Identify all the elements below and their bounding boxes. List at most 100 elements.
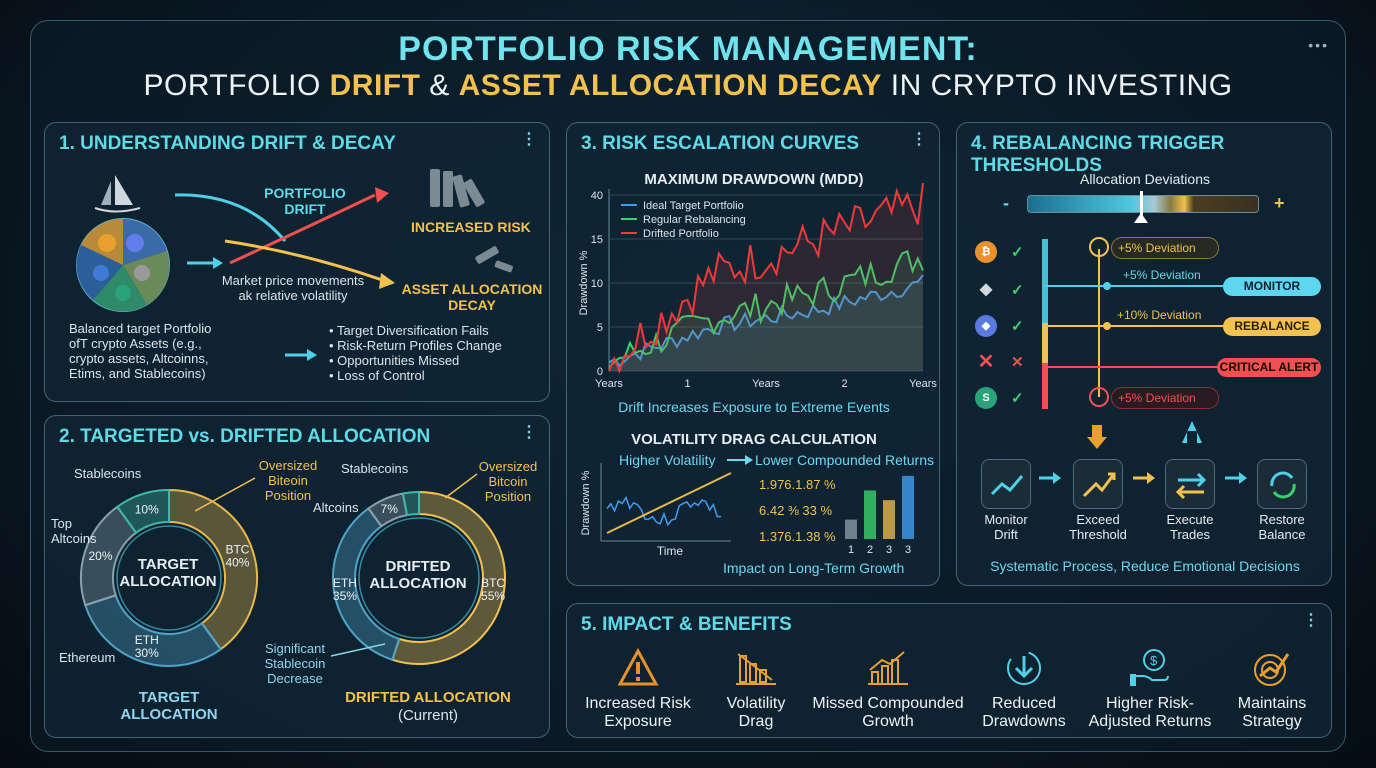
altcoins-label: Altcoins — [313, 500, 359, 515]
donut-slice — [115, 488, 170, 535]
donut-slice — [168, 488, 258, 651]
mdd-chart: 0 5 10 15 40 Years 1 Years 2 Years Drawdown % Ideal… — [578, 182, 937, 390]
bar-label: 2 — [867, 544, 873, 556]
deviation-label: +5% Deviation — [1123, 268, 1201, 282]
donut-slice — [401, 490, 420, 517]
falling-bars-icon — [475, 246, 513, 273]
cross-icon: ✕ — [1011, 354, 1024, 371]
list-item: • Risk-Return Profiles Change — [329, 338, 502, 353]
x-tick-label: 1 — [684, 378, 690, 390]
more-options-icon[interactable]: ••• — [1308, 37, 1329, 53]
sailboat-icon — [94, 175, 141, 213]
deviation-slider[interactable] — [1027, 195, 1259, 213]
impact-label: Missed Compounded Growth — [812, 695, 964, 730]
restore-balance-icon — [1257, 459, 1307, 509]
slice-label: ETH — [135, 633, 159, 647]
series-line — [608, 249, 924, 369]
slice-label: BTC — [225, 542, 249, 556]
panel-title: 1. UNDERSTANDING DRIFT & DECAY — [59, 133, 396, 154]
donut-inner-ring — [116, 525, 222, 631]
monitor-badge: MONITOR — [1223, 277, 1321, 296]
x-tick-label: Years — [752, 378, 780, 390]
kebab-menu-icon[interactable]: ⋮ — [521, 424, 537, 441]
list-item: • Loss of Control — [329, 368, 425, 383]
panel-thresholds: 4. REBALANCING TRIGGER THRESHOLDS Alloca… — [956, 122, 1332, 586]
impact-caption: Impact on Long-Term Growth — [723, 560, 905, 576]
bitcoin-icon: ₿ — [975, 241, 997, 263]
balanced-portfolio-pie-icon — [76, 218, 170, 312]
slice-label: BTC — [481, 576, 505, 590]
increased-risk-label: INCREASED RISK — [411, 219, 531, 235]
list-item: • Opportunities Missed — [329, 353, 460, 368]
slider-pointer-icon — [1134, 213, 1148, 223]
process-caption: Systematic Process, Reduce Emotional Dec… — [990, 558, 1300, 574]
kebab-menu-icon[interactable]: ⋮ — [1303, 612, 1319, 629]
panel-impact: 5. IMPACT & BENEFITS ⋮ $ Increased Risk … — [566, 603, 1332, 738]
oversized-biteoin-label: Oversized Biteoin Position — [258, 458, 318, 503]
warning-icon — [616, 646, 660, 690]
slice-label: 30% — [135, 646, 159, 660]
formula-3: 1.376.1.38 % — [759, 529, 836, 544]
check-icon: ✓ — [1011, 318, 1024, 335]
series-area — [609, 182, 923, 371]
execute-trades-icon — [1165, 459, 1215, 509]
arrow-head — [745, 455, 753, 465]
impact-label: Increased Risk Exposure — [585, 695, 691, 730]
impact-label: Volatility Drag — [726, 695, 786, 730]
y-axis-label: Drawdown % — [578, 250, 590, 315]
x-mark-icon: ✕ — [977, 351, 995, 373]
ethereum-blue-icon: ◆ — [975, 315, 997, 337]
kebab-menu-icon[interactable]: ⋮ — [911, 131, 927, 148]
ethereum-icon: ◆ — [979, 281, 993, 298]
monitor-drift-icon — [981, 459, 1031, 509]
donut-slice — [391, 490, 506, 665]
slice-label: 10% — [135, 503, 159, 517]
bar — [864, 490, 876, 539]
plus-label: + — [1274, 193, 1285, 213]
drift-diagram — [76, 169, 513, 361]
panel-risk-curves: 3. RISK ESCALATION CURVES ⋮ MAXIMUM DRAW… — [566, 122, 940, 586]
legend-label: Regular Rebalancing — [643, 214, 746, 226]
stablecoins-label: Stablecoins — [74, 466, 142, 481]
falling-chart-icon — [734, 646, 778, 690]
higher-volatility-label: Higher Volatility — [619, 452, 716, 468]
market-movements-text: Market price movements ak relative volat… — [221, 273, 365, 303]
donut-slice — [84, 594, 223, 667]
x-tick-label: Years — [595, 378, 623, 390]
y-tick-label: 10 — [591, 278, 603, 290]
bar — [902, 475, 914, 539]
volatility-line — [606, 495, 722, 527]
drifted-caption: DRIFTED ALLOCATION — [345, 689, 511, 706]
critical-alert-badge: CRITICAL ALERT — [1217, 358, 1321, 377]
panel-allocation: 2. TARGETED vs. DRIFTED ALLOCATION ⋮ BTC… — [44, 415, 550, 738]
volatility-chart: Drawdown % Time 1 2 3 3 — [580, 455, 914, 558]
impact-label: Maintains Strategy — [1237, 695, 1307, 730]
legend-label: Drifted Portfolio — [643, 228, 719, 240]
trend-line — [606, 472, 732, 534]
list-item: • Target Diversification Fails — [329, 323, 489, 338]
slider-marker — [1140, 191, 1143, 217]
check-icon: ✓ — [1011, 390, 1024, 407]
panel-title: 4. REBALANCING TRIGGER THRESHOLDS — [971, 133, 1225, 176]
page-subtitle: PORTFOLIO DRIFT & ASSET ALLOCATION DECAY… — [143, 69, 1233, 102]
top-altcoins-label: Top Altcoins — [51, 516, 97, 546]
y-tick-label: 0 — [597, 366, 603, 378]
shield-down-icon — [1002, 646, 1046, 690]
x-tick-label: 2 — [841, 378, 847, 390]
callout-line — [194, 477, 256, 512]
series-line — [608, 182, 924, 374]
bar-label: 3 — [905, 544, 911, 556]
check-icon: ✓ — [1011, 282, 1024, 299]
lower-returns-label: Lower Compounded Returns — [755, 452, 934, 468]
x-axis-label: Time — [657, 544, 684, 558]
minus-label: - — [1003, 193, 1009, 213]
impact-label: Reduced Drawdowns — [982, 695, 1066, 730]
slice-label: 40% — [225, 555, 249, 569]
deviation-pill: +5% Deviation — [1111, 387, 1219, 409]
kebab-menu-icon[interactable]: ⋮ — [521, 131, 537, 148]
series-area — [609, 274, 923, 371]
step-label: Monitor Drift — [984, 512, 1028, 542]
bar-label: 3 — [886, 544, 892, 556]
formula-2: 6.42 ⅜ 33 % — [759, 503, 832, 518]
